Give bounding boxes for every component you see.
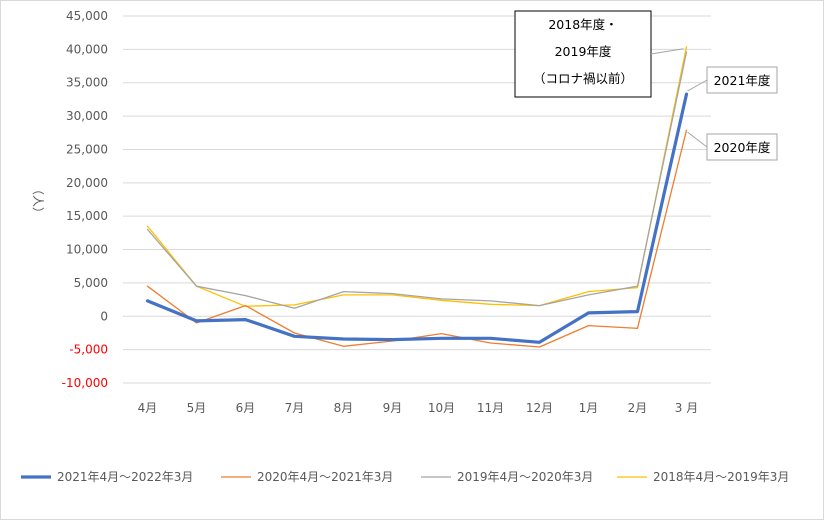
- x-tick-label: 11月: [477, 401, 504, 415]
- y-tick-label: 35,000: [66, 76, 108, 90]
- callout-text: 2021年度: [714, 73, 771, 88]
- legend-label: 2020年4月～2021年3月: [257, 470, 393, 484]
- y-tick-label: 30,000: [66, 109, 108, 123]
- series-lines: [145, 46, 689, 348]
- callouts: 2018年度・ 2019年度 （コロナ禍以前） 2021年度 2020年度: [514, 10, 778, 161]
- x-tick-label: 4月: [138, 401, 158, 415]
- series-line: [146, 129, 688, 348]
- y-axis-label: （人）: [31, 183, 45, 219]
- y-tick-label: 10,000: [66, 243, 108, 257]
- x-tick-label: 12月: [526, 401, 553, 415]
- callout-text: 2018年度・: [548, 17, 617, 32]
- y-tick-label: 0: [100, 309, 108, 323]
- x-tick-label: 6月: [236, 401, 256, 415]
- x-tick-label: 8月: [334, 401, 354, 415]
- legend-label: 2019年4月～2020年3月: [457, 470, 593, 484]
- x-tick-label: 9月: [383, 401, 403, 415]
- y-tick-label: 5,000: [74, 276, 108, 290]
- y-axis: 45,000 40,000 35,000 30,000 25,000 20,000 15,0…: [62, 9, 108, 390]
- y-tick-label: 45,000: [66, 9, 108, 23]
- legend-label: 2018年4月～2019年3月: [653, 470, 789, 484]
- x-axis: 4月 5月 6月 7月 8月 9月 10月 11月 12月 1月 2月 3 月: [138, 401, 699, 415]
- legend: 2021年4月～2022年3月 2020年4月～2021年3月 2019年4月～20…: [21, 470, 789, 484]
- y-tick-label: 20,000: [66, 176, 108, 190]
- legend-label: 2021年4月～2022年3月: [57, 470, 193, 484]
- x-tick-label: 2月: [628, 401, 648, 415]
- callout-leader: [687, 79, 708, 92]
- y-tick-label: 40,000: [66, 42, 108, 56]
- y-tick-label: 25,000: [66, 142, 108, 156]
- callout-text: 2020年度: [714, 140, 771, 155]
- callout-leader: [687, 131, 708, 148]
- callout-leader: [650, 48, 684, 55]
- callout-box-precovid: [514, 10, 652, 98]
- y-tick-label: -10,000: [62, 376, 108, 390]
- gridlines: [123, 15, 711, 384]
- series-line: [146, 51, 688, 309]
- y-tick-label: -5,000: [69, 343, 108, 357]
- series-line: [145, 92, 689, 344]
- x-tick-label: 3 月: [675, 401, 698, 415]
- callout-text: （コロナ禍以前）: [533, 71, 633, 86]
- x-tick-label: 1月: [579, 401, 599, 415]
- series-line: [146, 46, 688, 307]
- callout-text: 2019年度: [555, 44, 612, 59]
- y-tick-label: 15,000: [66, 209, 108, 223]
- x-tick-label: 5月: [187, 401, 207, 415]
- x-tick-label: 7月: [285, 401, 305, 415]
- x-tick-label: 10月: [428, 401, 455, 415]
